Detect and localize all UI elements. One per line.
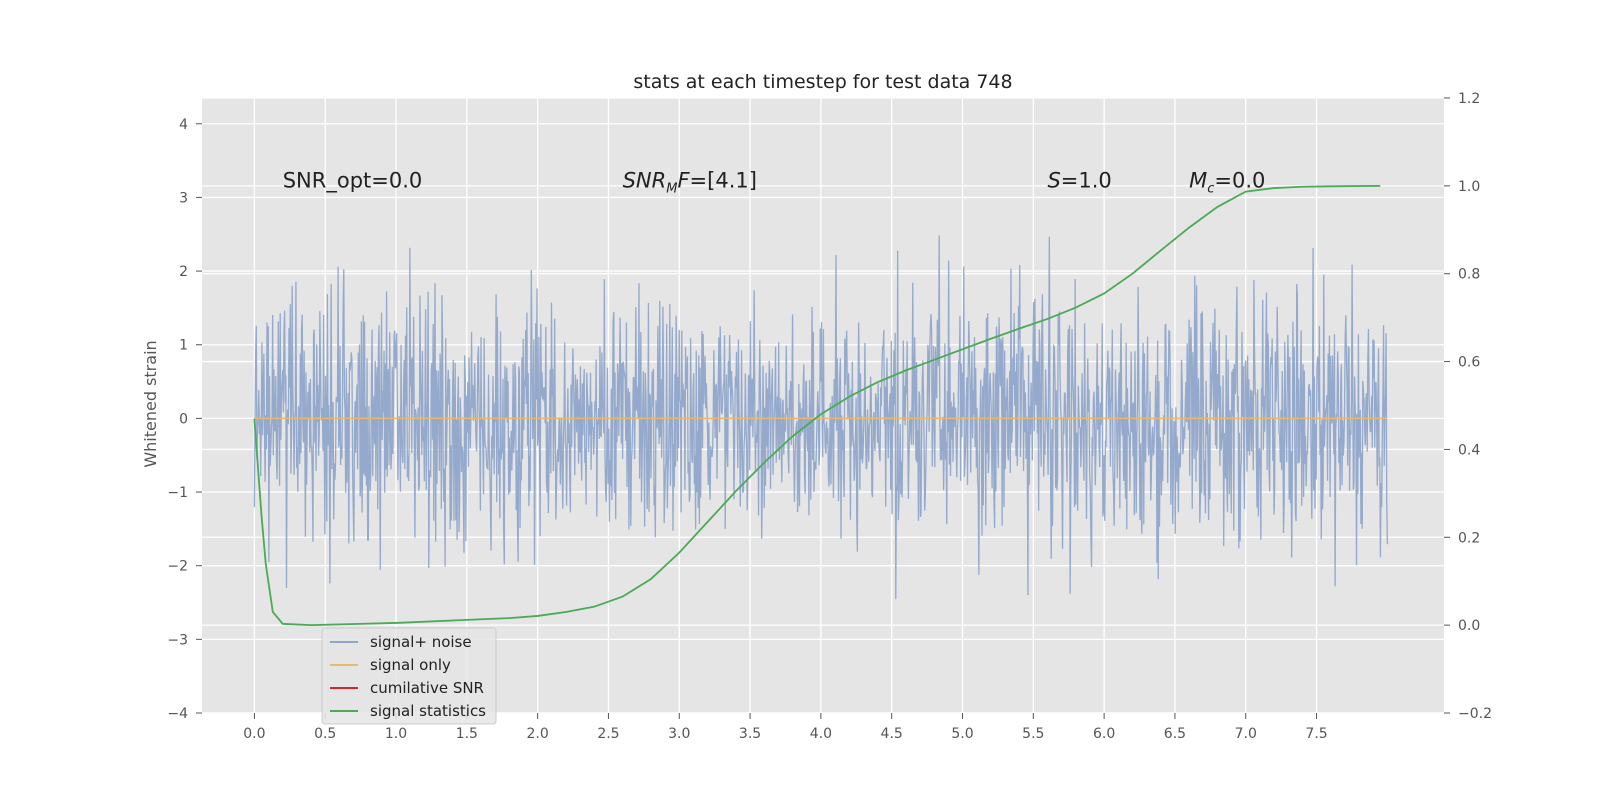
y-tick-label: −3 (167, 632, 188, 648)
y-tick-label: 1 (179, 338, 188, 354)
series-line-signal-statistics (253, 184, 1381, 627)
y-tick-label: −4 (167, 706, 188, 722)
y2-tick-label: 0.4 (1458, 442, 1480, 458)
annotation: S=1.0 (1047, 169, 1111, 193)
x-tick-label: 2.0 (527, 726, 549, 742)
x-tick-label: 3.0 (668, 726, 690, 742)
y2-tick-label: 0.0 (1458, 618, 1480, 634)
annotation-base: S (1047, 169, 1060, 193)
annotation: Mc=0.0 (1189, 169, 1265, 197)
chart-title: stats at each timestep for test data 748 (633, 71, 1012, 93)
annotations: SNR_opt=0.0 SNRMF=[4.1] S=1.0 Mc=0.0 (283, 169, 1266, 197)
annotation-value: =0.0 (1214, 169, 1265, 193)
y2-tick-label: 0.6 (1458, 355, 1480, 371)
y-tick-label: −2 (167, 559, 188, 575)
x-tick-label: 5.5 (1022, 726, 1044, 742)
x-tick-label: 4.5 (881, 726, 903, 742)
legend-entry: signal+ noise (370, 633, 472, 651)
axes: −4 −3 −2 −1 0 1 2 3 4 −0.2 0.0 0.2 0.4 0.6 0.8 1.0 1.2 0.… (167, 91, 1492, 742)
annotation: SNR_opt=0.0 (283, 169, 423, 194)
legend-entry: signal only (370, 656, 451, 674)
y-axis-label: Whitened strain (141, 340, 160, 467)
annotation-value: =[4.1] (690, 169, 757, 193)
data-layer (253, 184, 1388, 627)
x-tick-label: 5.0 (951, 726, 973, 742)
annotation-base: SNR (623, 169, 667, 193)
x-tick-label: 3.5 (739, 726, 761, 742)
y2-tick-label: 1.0 (1458, 179, 1480, 195)
annotation-part: F (677, 169, 690, 193)
x-tick-label: 6.0 (1093, 726, 1115, 742)
legend-box (321, 627, 497, 725)
annotation-value: =1.0 (1061, 169, 1112, 193)
y2-tick-label: −0.2 (1458, 706, 1492, 722)
y-tick-label: 0 (179, 411, 188, 427)
y-tick-label: −1 (167, 485, 188, 501)
x-tick-label: 4.0 (810, 726, 832, 742)
legend-entry: cumilative SNR (370, 679, 484, 697)
x-tick-label: 1.0 (385, 726, 407, 742)
y2-tick-label: 0.8 (1458, 267, 1480, 283)
y-tick-label: 3 (179, 190, 188, 206)
y-tick-label: 4 (179, 117, 188, 133)
annotation: SNRMF=[4.1] (623, 169, 757, 197)
series-line-signal-noise (253, 235, 1388, 600)
x-tick-label: 7.0 (1235, 726, 1257, 742)
y-tick-label: 2 (179, 264, 188, 280)
annotation-subscript: c (1207, 182, 1214, 197)
x-tick-label: 7.5 (1305, 726, 1327, 742)
x-tick-label: 0.5 (314, 726, 336, 742)
y2-tick-label: 0.2 (1458, 530, 1480, 546)
y2-tick-label: 1.2 (1458, 91, 1480, 107)
x-tick-label: 0.0 (243, 726, 265, 742)
annotation-base: M (1189, 169, 1207, 193)
legend: signal+ noise signal only cumilative SNR si… (321, 627, 497, 725)
x-tick-label: 2.5 (597, 726, 619, 742)
x-tick-label: 6.5 (1164, 726, 1186, 742)
annotation-subscript: M (666, 182, 677, 197)
legend-entry: signal statistics (370, 702, 486, 720)
x-tick-label: 1.5 (456, 726, 478, 742)
